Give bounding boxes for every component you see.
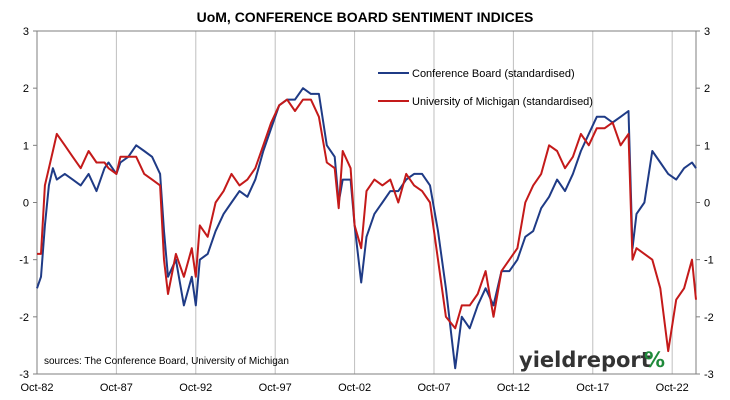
chart-title: UoM, CONFERENCE BOARD SENTIMENT INDICES [197, 9, 534, 25]
y-tick-label-left: -2 [19, 312, 29, 324]
y-tick-label-right: -1 [704, 255, 714, 267]
x-tick-label: Oct-87 [100, 382, 133, 394]
y-tick-label-left: 0 [23, 198, 29, 210]
y-tick-label-right: 0 [704, 198, 710, 210]
x-tick-label: Oct-12 [497, 382, 530, 394]
y-tick-label-left: 3 [23, 26, 29, 38]
x-tick-label: Oct-17 [576, 382, 609, 394]
series-line-university-of-michigan [37, 98, 697, 353]
brand-wordmark: yieldreport [519, 348, 651, 372]
series-lines [36, 87, 697, 370]
y-tick-label-right: -3 [704, 369, 714, 381]
y-axis-right-ticks: -3 -2 -1 0 1 2 3 [696, 26, 714, 381]
brand-logo: yieldreport % [519, 348, 665, 372]
y-tick-label-left: -1 [19, 255, 29, 267]
y-tick-label-left: 1 [23, 140, 29, 152]
y-tick-label-left: -3 [19, 369, 29, 381]
legend-label-conference-board: Conference Board (standardised) [412, 68, 575, 80]
source-note: sources: The Conference Board, Universit… [44, 356, 289, 367]
y-tick-label-right: 2 [704, 83, 710, 95]
x-tick-label: Oct-22 [656, 382, 689, 394]
y-axis-left-ticks: -3 -2 -1 0 1 2 3 [19, 26, 37, 381]
x-tick-label: Oct-82 [20, 382, 53, 394]
x-tick-label: Oct-07 [417, 382, 450, 394]
brand-percent-icon: % [644, 348, 665, 372]
gridlines [36, 31, 673, 374]
plot-area [36, 30, 697, 375]
x-axis-ticks: Oct-82 Oct-87 Oct-92 Oct-97 Oct-02 Oct-07 Oct-… [20, 382, 688, 394]
x-tick-label: Oct-02 [338, 382, 371, 394]
x-tick-label: Oct-92 [179, 382, 212, 394]
y-tick-label-right: 3 [704, 26, 710, 38]
legend: Conference Board (standardised) Universi… [378, 68, 593, 108]
series-line-conference-board [36, 87, 697, 370]
legend-label-university-of-michigan: University of Michigan (standardised) [412, 96, 593, 108]
y-tick-label-right: -2 [704, 312, 714, 324]
x-tick-label: Oct-97 [259, 382, 292, 394]
y-tick-label-right: 1 [704, 140, 710, 152]
y-tick-label-left: 2 [23, 83, 29, 95]
